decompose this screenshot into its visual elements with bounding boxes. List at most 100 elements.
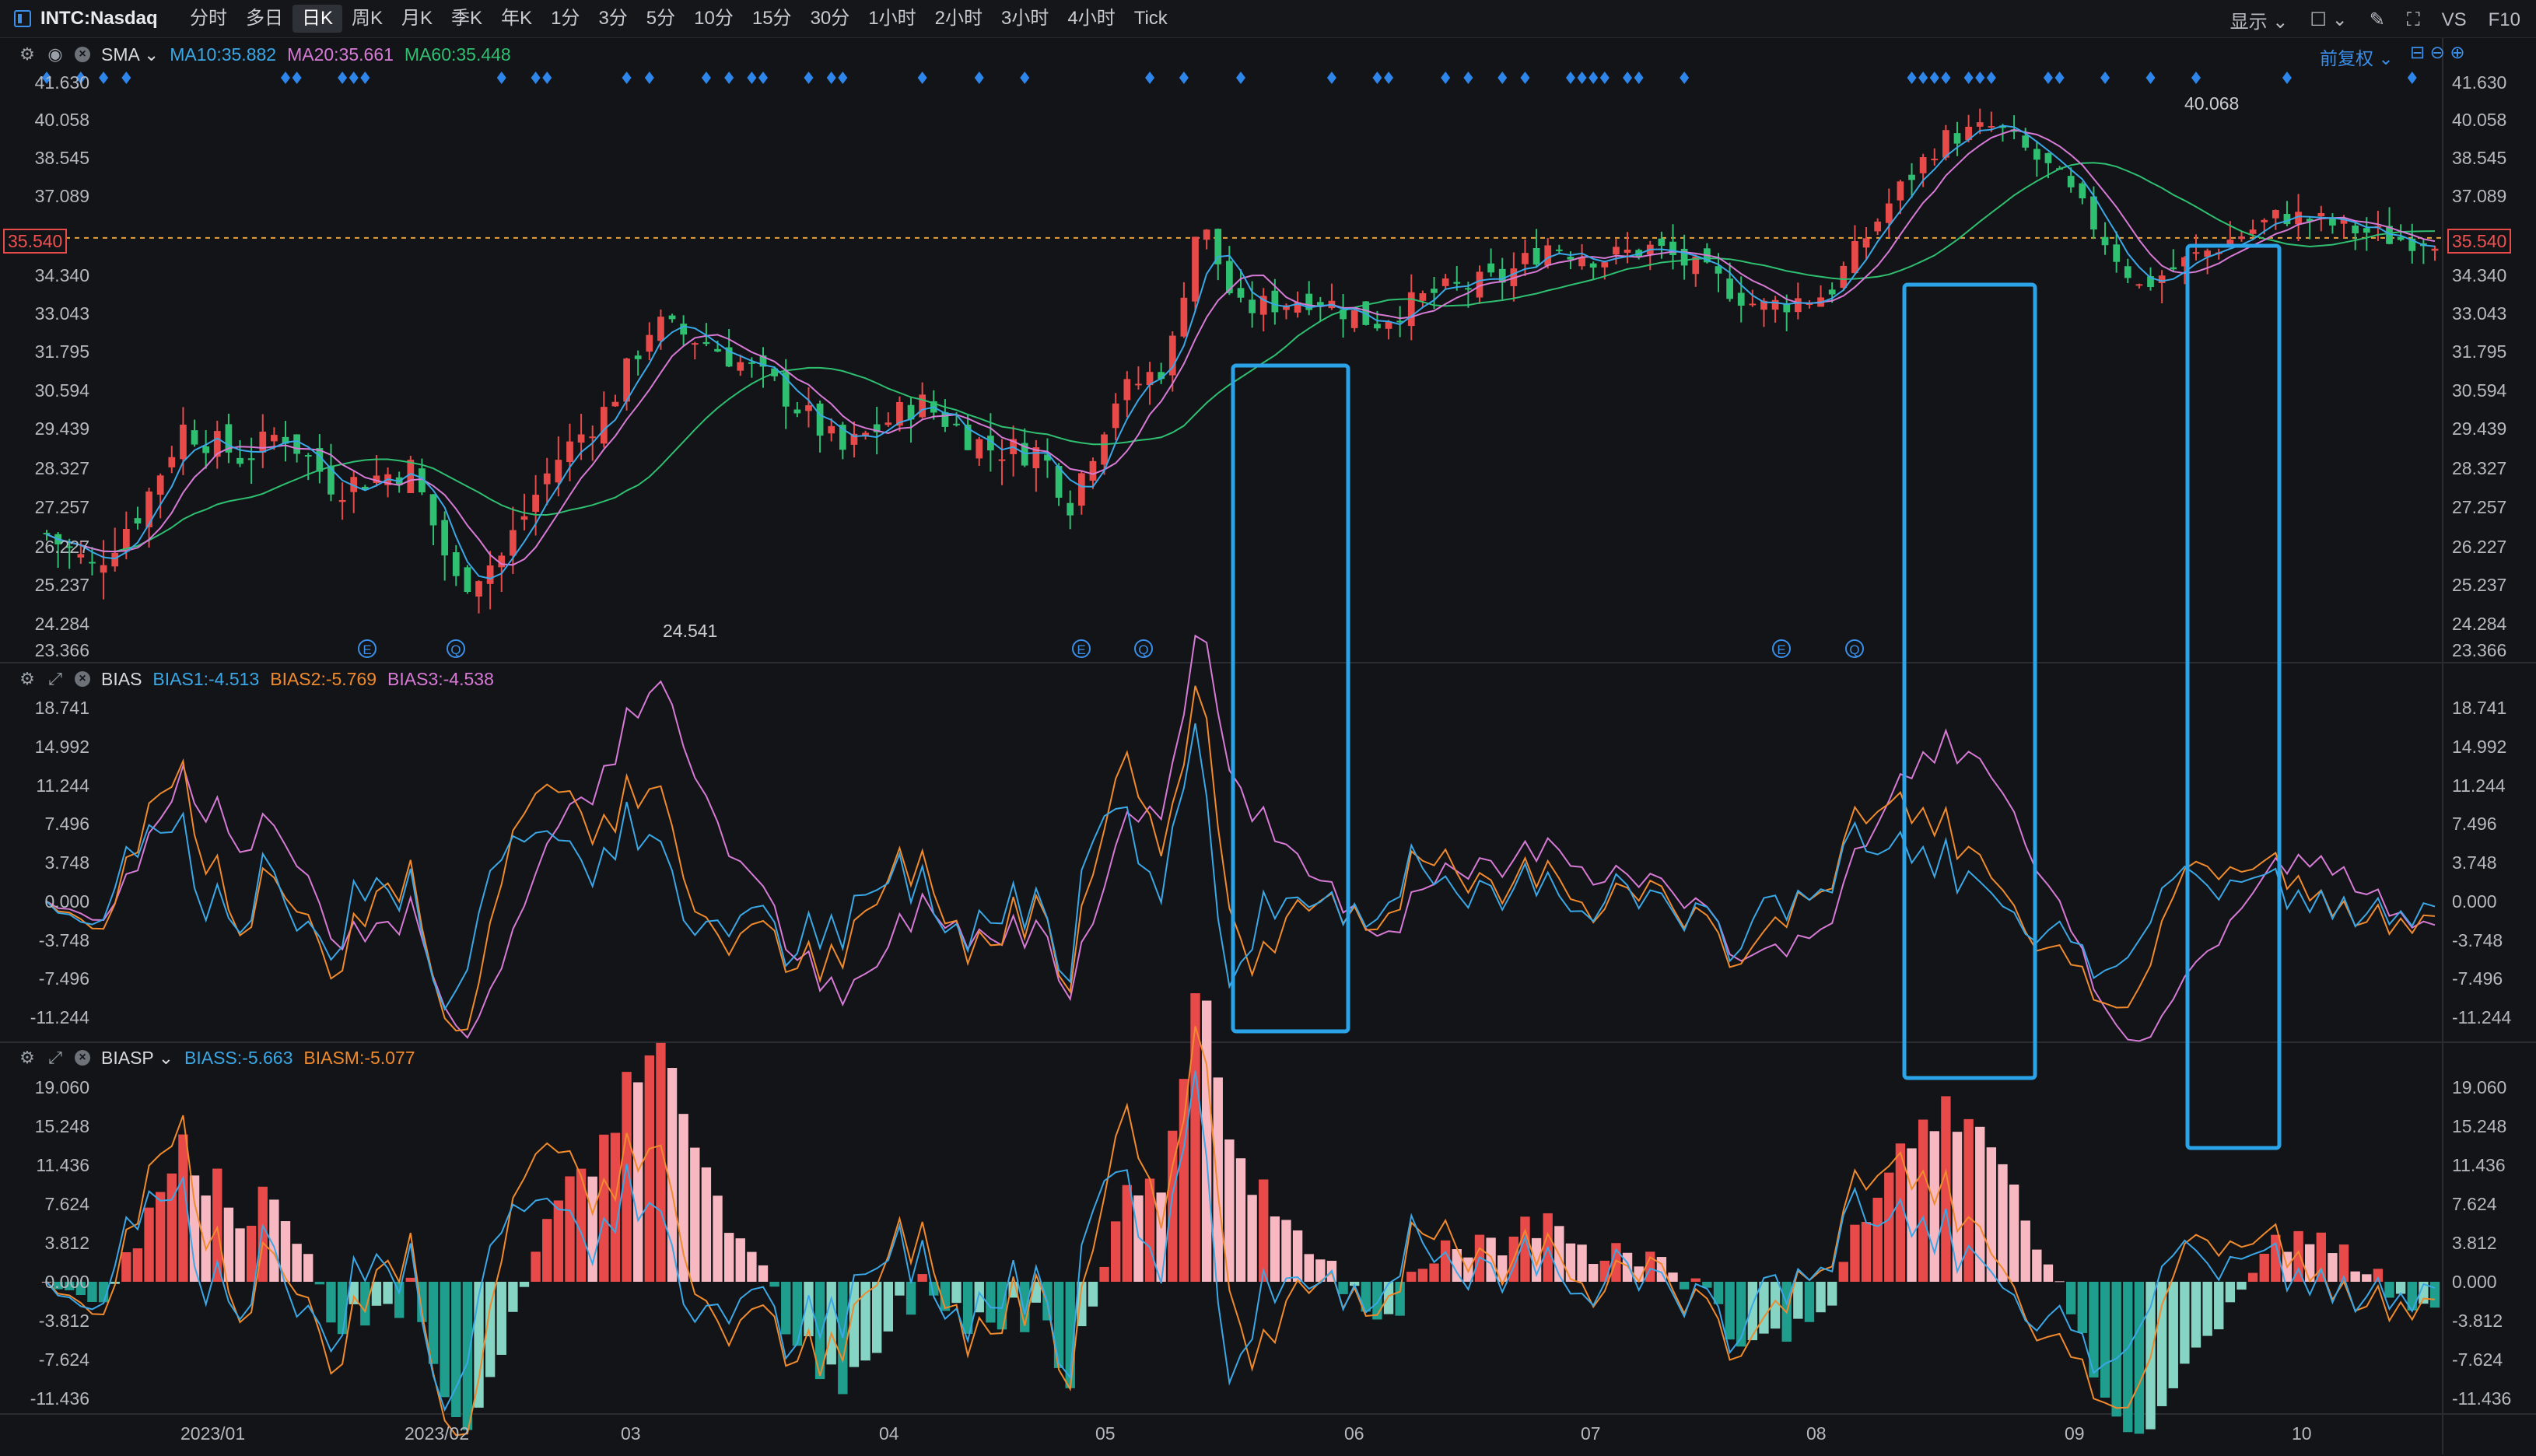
symbol-selector[interactable]: INTC:Nasdaq <box>14 8 158 30</box>
biasp-bar <box>735 1238 745 1282</box>
candle-body <box>1283 305 1290 310</box>
biass-value[interactable]: BIASS:-5.663 <box>184 1047 293 1068</box>
close-icon[interactable]: × <box>75 47 90 62</box>
ma20-value[interactable]: MA20:35.661 <box>287 44 394 65</box>
toolbar-right: 显示 ⌄ ☐ ⌄ ✎ ⛶ VS F10 <box>2230 6 2520 33</box>
event-marker-icon[interactable]: Q <box>447 639 465 658</box>
signal-diamond-icon <box>99 72 109 84</box>
event-marker-icon[interactable]: E <box>358 639 377 658</box>
signal-diamond-icon <box>1497 72 1508 84</box>
biasp-bar <box>644 1055 654 1282</box>
signal-diamond-icon <box>338 72 348 84</box>
period-tab[interactable]: 年K <box>501 8 533 29</box>
signal-diamond-icon <box>622 72 632 84</box>
period-tab[interactable]: 1分 <box>551 8 580 29</box>
y-tick-left: 38.545 <box>34 148 89 168</box>
ma60-value[interactable]: MA60:35.448 <box>404 44 511 65</box>
biasm-value[interactable]: BIASM:-5.077 <box>303 1047 415 1068</box>
candle-body <box>976 439 983 459</box>
event-marker-icon[interactable]: Q <box>1134 639 1153 658</box>
period-tab[interactable]: 5分 <box>646 8 676 29</box>
biasp-bar <box>1168 1130 1178 1282</box>
period-tab[interactable]: 日K <box>292 5 343 33</box>
compare-button[interactable]: VS <box>2441 9 2467 30</box>
bias1-value[interactable]: BIAS1:-4.513 <box>152 668 260 689</box>
indicator-name[interactable]: SMA ⌄ <box>101 44 159 65</box>
y-tick-left: 7.624 <box>44 1194 89 1214</box>
period-tab[interactable]: 2小时 <box>934 8 983 29</box>
expand-icon[interactable]: ⤢ <box>48 1048 62 1067</box>
y-tick-right: 23.366 <box>2452 640 2507 660</box>
visibility-icon[interactable]: ◉ <box>47 44 63 64</box>
biasp-bar <box>1975 1126 1985 1282</box>
biasp-bar <box>1406 1272 1417 1282</box>
layout-icon[interactable]: ☐ ⌄ <box>2310 9 2348 30</box>
bias2-value[interactable]: BIAS2:-5.769 <box>270 668 377 689</box>
biasp-bar <box>1383 1282 1394 1314</box>
indicator-name[interactable]: BIAS <box>101 668 142 689</box>
biasp-bar <box>1565 1243 1576 1282</box>
biasp-bar <box>1520 1216 1530 1282</box>
fullscreen-icon[interactable]: ⛶ <box>2406 9 2420 30</box>
period-tab[interactable]: 15分 <box>751 8 792 29</box>
expand-icon[interactable]: ⤢ <box>48 669 62 688</box>
candle-body <box>816 403 824 436</box>
candle-body <box>2238 236 2245 240</box>
candle-body <box>225 424 233 453</box>
bias3-value[interactable]: BIAS3:-4.538 <box>387 668 494 689</box>
period-tab[interactable]: 月K <box>401 8 433 29</box>
draw-tool-icon[interactable]: ✎ <box>2369 9 2385 30</box>
candle-body <box>1192 236 1199 302</box>
gear-icon[interactable]: ⚙ <box>19 669 35 688</box>
adjust-mode[interactable]: 前复权 ⌄ <box>2320 48 2394 68</box>
panel-toggle-icon[interactable] <box>14 10 31 27</box>
period-tab[interactable]: 周K <box>352 8 384 29</box>
biasp-bar <box>2214 1282 2224 1330</box>
period-tab[interactable]: 1小时 <box>868 8 916 29</box>
biasp-bar <box>1929 1131 1939 1282</box>
event-marker-icon[interactable]: E <box>1072 639 1091 658</box>
candle-body <box>2135 284 2143 286</box>
biasp-bar <box>326 1282 336 1323</box>
gear-icon[interactable]: ⚙ <box>19 1048 35 1067</box>
period-tab[interactable]: 分时 <box>190 8 227 29</box>
period-tab[interactable]: 4小时 <box>1067 8 1116 29</box>
candle-body <box>714 348 721 352</box>
biasp-bar <box>1963 1118 1974 1282</box>
display-menu[interactable]: 显示 ⌄ <box>2230 12 2289 33</box>
candle-body <box>202 446 210 453</box>
candle-body <box>1749 303 1757 306</box>
close-icon[interactable]: × <box>75 671 90 687</box>
event-marker-icon[interactable]: Q <box>1845 639 1864 658</box>
event-marker-icon[interactable]: E <box>1772 639 1791 658</box>
period-tab[interactable]: 30分 <box>810 8 850 29</box>
period-tab[interactable]: 多日 <box>246 8 283 29</box>
period-tab[interactable]: 季K <box>451 8 483 29</box>
biasp-bar <box>895 1282 905 1296</box>
period-tab[interactable]: 3分 <box>598 8 628 29</box>
close-icon[interactable]: × <box>75 1050 90 1066</box>
candle-body <box>2022 135 2030 148</box>
f10-button[interactable]: F10 <box>2488 9 2520 30</box>
candle-body <box>862 432 869 436</box>
ma10-value[interactable]: MA10:35.882 <box>170 44 277 65</box>
signal-diamond-icon <box>2100 72 2110 84</box>
candle-body <box>1737 292 1745 306</box>
gear-icon[interactable]: ⚙ <box>19 44 35 64</box>
candle-body <box>793 409 801 414</box>
candle-body <box>236 457 243 464</box>
period-tab[interactable]: 3小时 <box>1000 8 1049 29</box>
biasp-bar <box>1827 1282 1837 1306</box>
y-tick-right: 37.089 <box>2452 186 2507 206</box>
symbol-label: INTC:Nasdaq <box>40 8 158 29</box>
period-tab[interactable]: 10分 <box>694 8 734 29</box>
biasp-bar <box>1247 1195 1257 1282</box>
period-tab[interactable]: Tick <box>1133 8 1168 29</box>
biasp-bar <box>212 1168 222 1282</box>
period-tabs: 分时 多日 日K 周K 月K 季K 年K 1分 3分 5分 10分 15分 30分 1小时 2小时 3小时 4小… <box>180 5 1177 33</box>
indicator-name[interactable]: BIASP ⌄ <box>101 1047 174 1068</box>
candle-body <box>1055 466 1063 498</box>
signal-diamond-icon <box>292 72 302 84</box>
panel-controls-icon[interactable]: ⊟ ⊖ ⊕ <box>2410 42 2465 62</box>
